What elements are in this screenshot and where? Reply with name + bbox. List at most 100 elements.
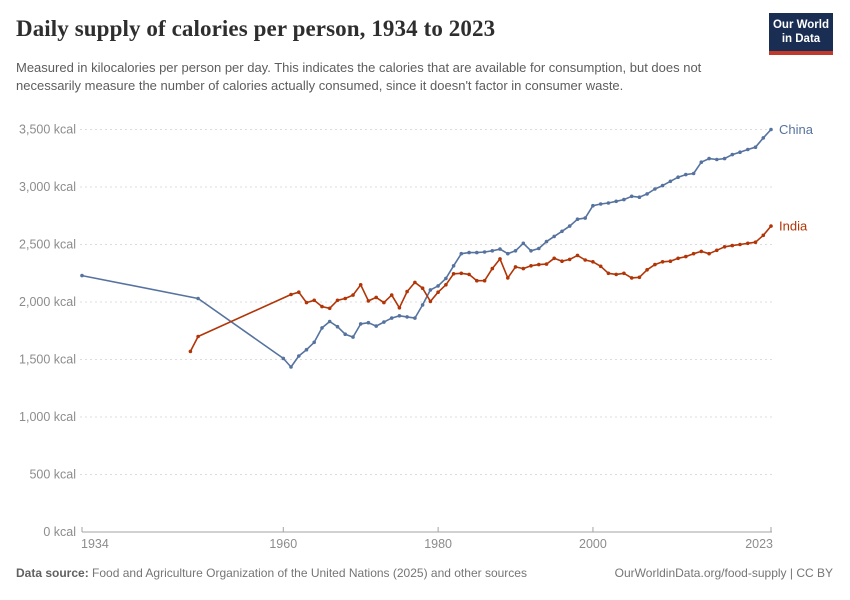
india-data-point[interactable] [327, 306, 332, 311]
india-data-point[interactable] [351, 293, 355, 297]
india-data-point[interactable] [769, 224, 773, 228]
china-data-point[interactable] [405, 315, 409, 319]
india-data-point[interactable] [397, 306, 402, 310]
india-data-point[interactable] [598, 264, 603, 269]
china-data-point[interactable] [335, 324, 340, 329]
china-data-point[interactable] [552, 234, 556, 239]
india-data-point[interactable] [413, 280, 417, 285]
china-data-point[interactable] [382, 320, 386, 324]
china-data-point[interactable] [482, 250, 487, 254]
china-data-point[interactable] [289, 365, 293, 369]
china-data-point[interactable] [606, 201, 611, 205]
china-data-point[interactable] [281, 356, 286, 361]
china-data-point[interactable] [467, 250, 471, 255]
china-data-point[interactable] [591, 203, 595, 208]
credit-link[interactable]: OurWorldinData.org/food-supply | CC BY [614, 566, 833, 580]
china-data-point[interactable] [653, 187, 657, 191]
china-data-point[interactable] [715, 157, 719, 162]
china-data-point[interactable] [320, 326, 324, 330]
india-data-point[interactable] [506, 276, 510, 280]
china-data-point[interactable] [506, 251, 510, 256]
china-data-point[interactable] [722, 156, 727, 161]
india-data-point[interactable] [707, 251, 711, 256]
china-data-point[interactable] [660, 183, 665, 188]
india-data-point[interactable] [521, 266, 526, 271]
china-data-point[interactable] [80, 273, 84, 278]
china-data-point[interactable] [614, 199, 618, 204]
china-data-point[interactable] [343, 332, 348, 337]
china-data-point[interactable] [389, 316, 394, 320]
china-data-point[interactable] [668, 179, 673, 184]
china-data-point[interactable] [358, 322, 363, 326]
india-data-point[interactable] [312, 298, 317, 303]
china-data-point[interactable] [575, 217, 580, 221]
india-data-point[interactable] [343, 296, 348, 301]
india-data-point[interactable] [389, 293, 394, 297]
china-data-point[interactable] [428, 288, 433, 292]
china-data-point[interactable] [513, 249, 518, 253]
india-data-point[interactable] [188, 349, 193, 354]
china-data-point[interactable] [537, 246, 541, 251]
india-data-point[interactable] [358, 283, 363, 287]
india-data-point[interactable] [606, 271, 611, 276]
india-data-point[interactable] [691, 251, 696, 256]
china-data-point[interactable] [529, 249, 533, 253]
india-data-point[interactable] [676, 256, 680, 261]
india-data-point[interactable] [552, 256, 556, 261]
china-data-point[interactable] [761, 136, 766, 140]
india-data-point[interactable] [560, 259, 564, 264]
india-data-point[interactable] [722, 245, 727, 249]
india-data-point[interactable] [420, 286, 425, 291]
china-data-point[interactable] [444, 276, 448, 281]
china-data-point[interactable] [738, 150, 742, 154]
india-data-point[interactable] [622, 271, 626, 276]
china-data-point[interactable] [196, 296, 200, 301]
china-data-point[interactable] [637, 195, 642, 199]
china-data-point[interactable] [459, 251, 464, 256]
india-data-point[interactable] [575, 253, 580, 258]
china-data-point[interactable] [451, 264, 456, 268]
china-data-point[interactable] [622, 197, 626, 202]
india-data-point[interactable] [475, 278, 479, 283]
india-data-point[interactable] [366, 299, 371, 303]
india-data-point[interactable] [436, 290, 440, 295]
india-data-point[interactable] [645, 268, 649, 272]
india-data-point[interactable] [467, 272, 471, 277]
india-data-point[interactable] [196, 334, 200, 339]
china-data-point[interactable] [297, 354, 301, 358]
china-data-point[interactable] [629, 194, 634, 199]
china-data-point[interactable] [730, 152, 735, 157]
china-data-point[interactable] [304, 347, 309, 352]
india-data-point[interactable] [289, 292, 293, 297]
india-data-point[interactable] [428, 299, 433, 304]
china-data-point[interactable] [746, 147, 750, 152]
india-data-point[interactable] [684, 254, 688, 259]
china-data-point[interactable] [420, 303, 425, 307]
india-data-point[interactable] [730, 243, 735, 248]
india-data-point[interactable] [490, 266, 495, 271]
india-data-point[interactable] [513, 265, 518, 269]
china-data-point[interactable] [475, 250, 479, 255]
india-data-point[interactable] [544, 262, 549, 266]
india-data-point[interactable] [498, 257, 502, 261]
china-data-point[interactable] [490, 249, 495, 253]
india-data-point[interactable] [405, 289, 409, 294]
india-data-point[interactable] [583, 258, 587, 262]
china-data-point[interactable] [753, 145, 758, 149]
china-data-point[interactable] [366, 320, 371, 325]
india-data-point[interactable] [374, 295, 379, 300]
china-series[interactable]: China [80, 122, 814, 369]
china-line[interactable] [81, 128, 772, 368]
china-data-point[interactable] [521, 241, 526, 246]
india-data-point[interactable] [699, 249, 704, 254]
china-data-point[interactable] [351, 335, 355, 339]
india-data-point[interactable] [614, 272, 618, 277]
china-data-point[interactable] [699, 160, 704, 164]
china-data-point[interactable] [498, 247, 502, 251]
india-series[interactable]: India [188, 219, 808, 354]
china-data-point[interactable] [312, 340, 317, 345]
india-data-point[interactable] [653, 262, 657, 267]
china-data-point[interactable] [327, 319, 332, 324]
india-data-point[interactable] [335, 298, 340, 303]
china-data-point[interactable] [413, 316, 417, 320]
